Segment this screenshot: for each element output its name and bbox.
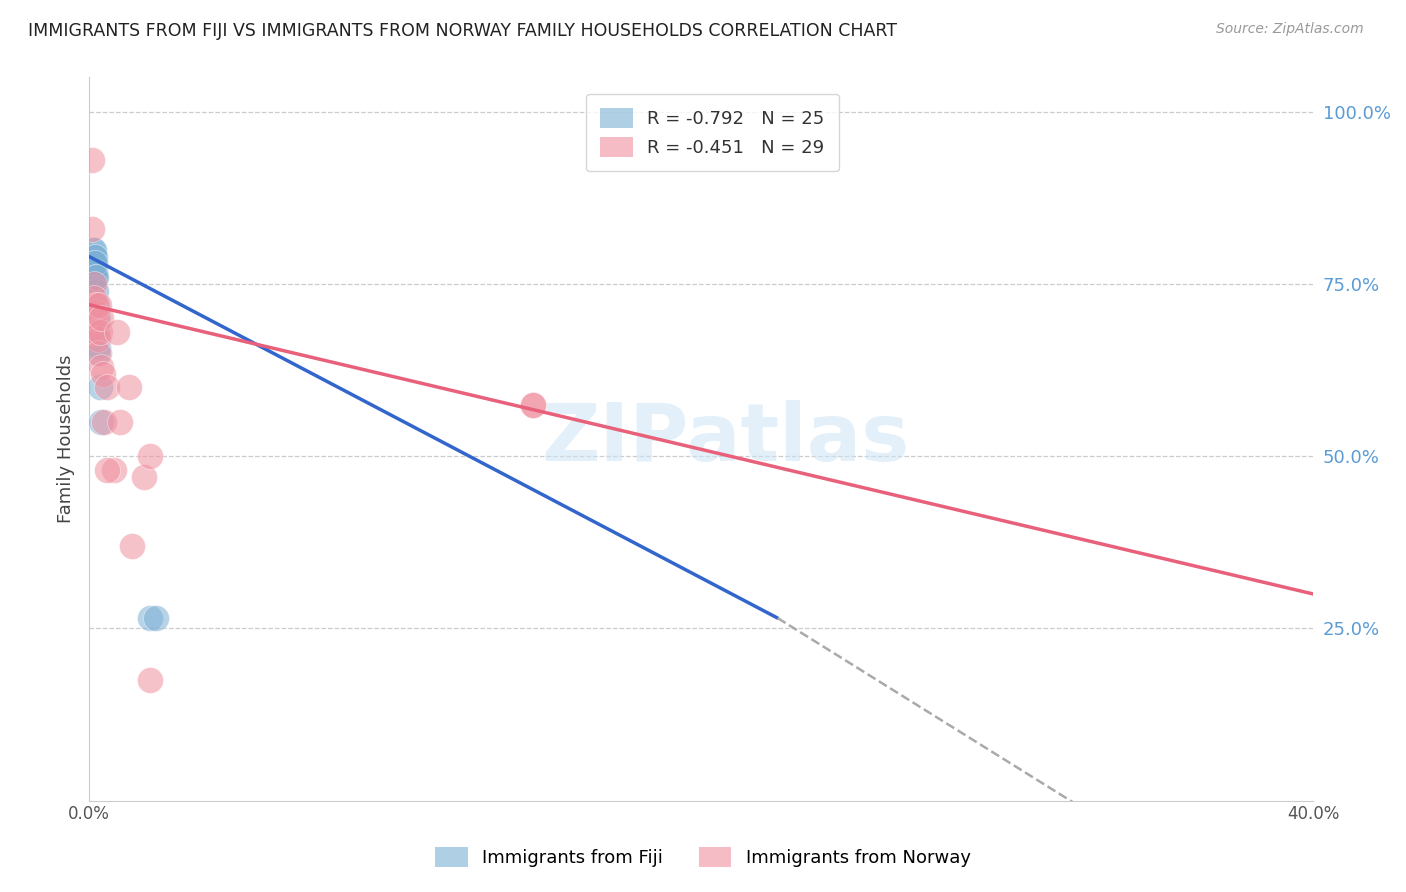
- Point: [118, 380, 141, 394]
- Point: [82, 298, 104, 312]
- Point: [82, 263, 104, 277]
- Text: Source: ZipAtlas.com: Source: ZipAtlas.com: [1216, 22, 1364, 37]
- Point: [89, 380, 111, 394]
- Point: [87, 346, 110, 360]
- Point: [86, 332, 108, 346]
- Point: [83, 277, 105, 291]
- Point: [84, 256, 107, 270]
- Point: [121, 539, 143, 553]
- Point: [84, 284, 107, 298]
- Point: [80, 153, 103, 167]
- Point: [84, 326, 107, 340]
- Point: [90, 311, 112, 326]
- Point: [139, 449, 162, 463]
- Point: [82, 311, 104, 326]
- Point: [83, 304, 105, 318]
- Point: [86, 311, 108, 326]
- Point: [91, 367, 114, 381]
- Point: [83, 291, 105, 305]
- Point: [82, 256, 104, 270]
- Point: [105, 326, 128, 340]
- Point: [79, 326, 101, 340]
- Point: [87, 298, 110, 312]
- Point: [83, 243, 105, 257]
- Point: [82, 243, 104, 257]
- Point: [87, 346, 110, 360]
- Point: [134, 470, 156, 484]
- Text: ZIPatlas: ZIPatlas: [541, 400, 910, 478]
- Point: [83, 250, 105, 264]
- Point: [86, 311, 108, 326]
- Point: [86, 326, 108, 340]
- Text: IMMIGRANTS FROM FIJI VS IMMIGRANTS FROM NORWAY FAMILY HOUSEHOLDS CORRELATION CHA: IMMIGRANTS FROM FIJI VS IMMIGRANTS FROM …: [28, 22, 897, 40]
- Point: [90, 359, 112, 374]
- Y-axis label: Family Households: Family Households: [58, 355, 75, 524]
- Point: [93, 415, 115, 429]
- Point: [83, 250, 105, 264]
- Point: [145, 611, 167, 625]
- Point: [103, 463, 125, 477]
- Point: [83, 270, 105, 285]
- Point: [90, 415, 112, 429]
- Point: [89, 326, 111, 340]
- Point: [83, 263, 105, 277]
- Point: [84, 298, 107, 312]
- Point: [108, 415, 131, 429]
- Point: [80, 270, 103, 285]
- Point: [139, 673, 162, 687]
- Point: [86, 298, 108, 312]
- Point: [82, 222, 104, 236]
- Point: [84, 270, 107, 285]
- Point: [83, 256, 105, 270]
- Point: [83, 277, 105, 291]
- Point: [96, 463, 118, 477]
- Point: [84, 270, 107, 285]
- Legend: Immigrants from Fiji, Immigrants from Norway: Immigrants from Fiji, Immigrants from No…: [427, 839, 979, 874]
- Point: [522, 398, 544, 412]
- Point: [522, 398, 544, 412]
- Point: [84, 291, 107, 305]
- Point: [139, 611, 162, 625]
- Point: [87, 339, 110, 353]
- Legend: R = -0.792   N = 25, R = -0.451   N = 29: R = -0.792 N = 25, R = -0.451 N = 29: [586, 94, 839, 171]
- Point: [96, 380, 118, 394]
